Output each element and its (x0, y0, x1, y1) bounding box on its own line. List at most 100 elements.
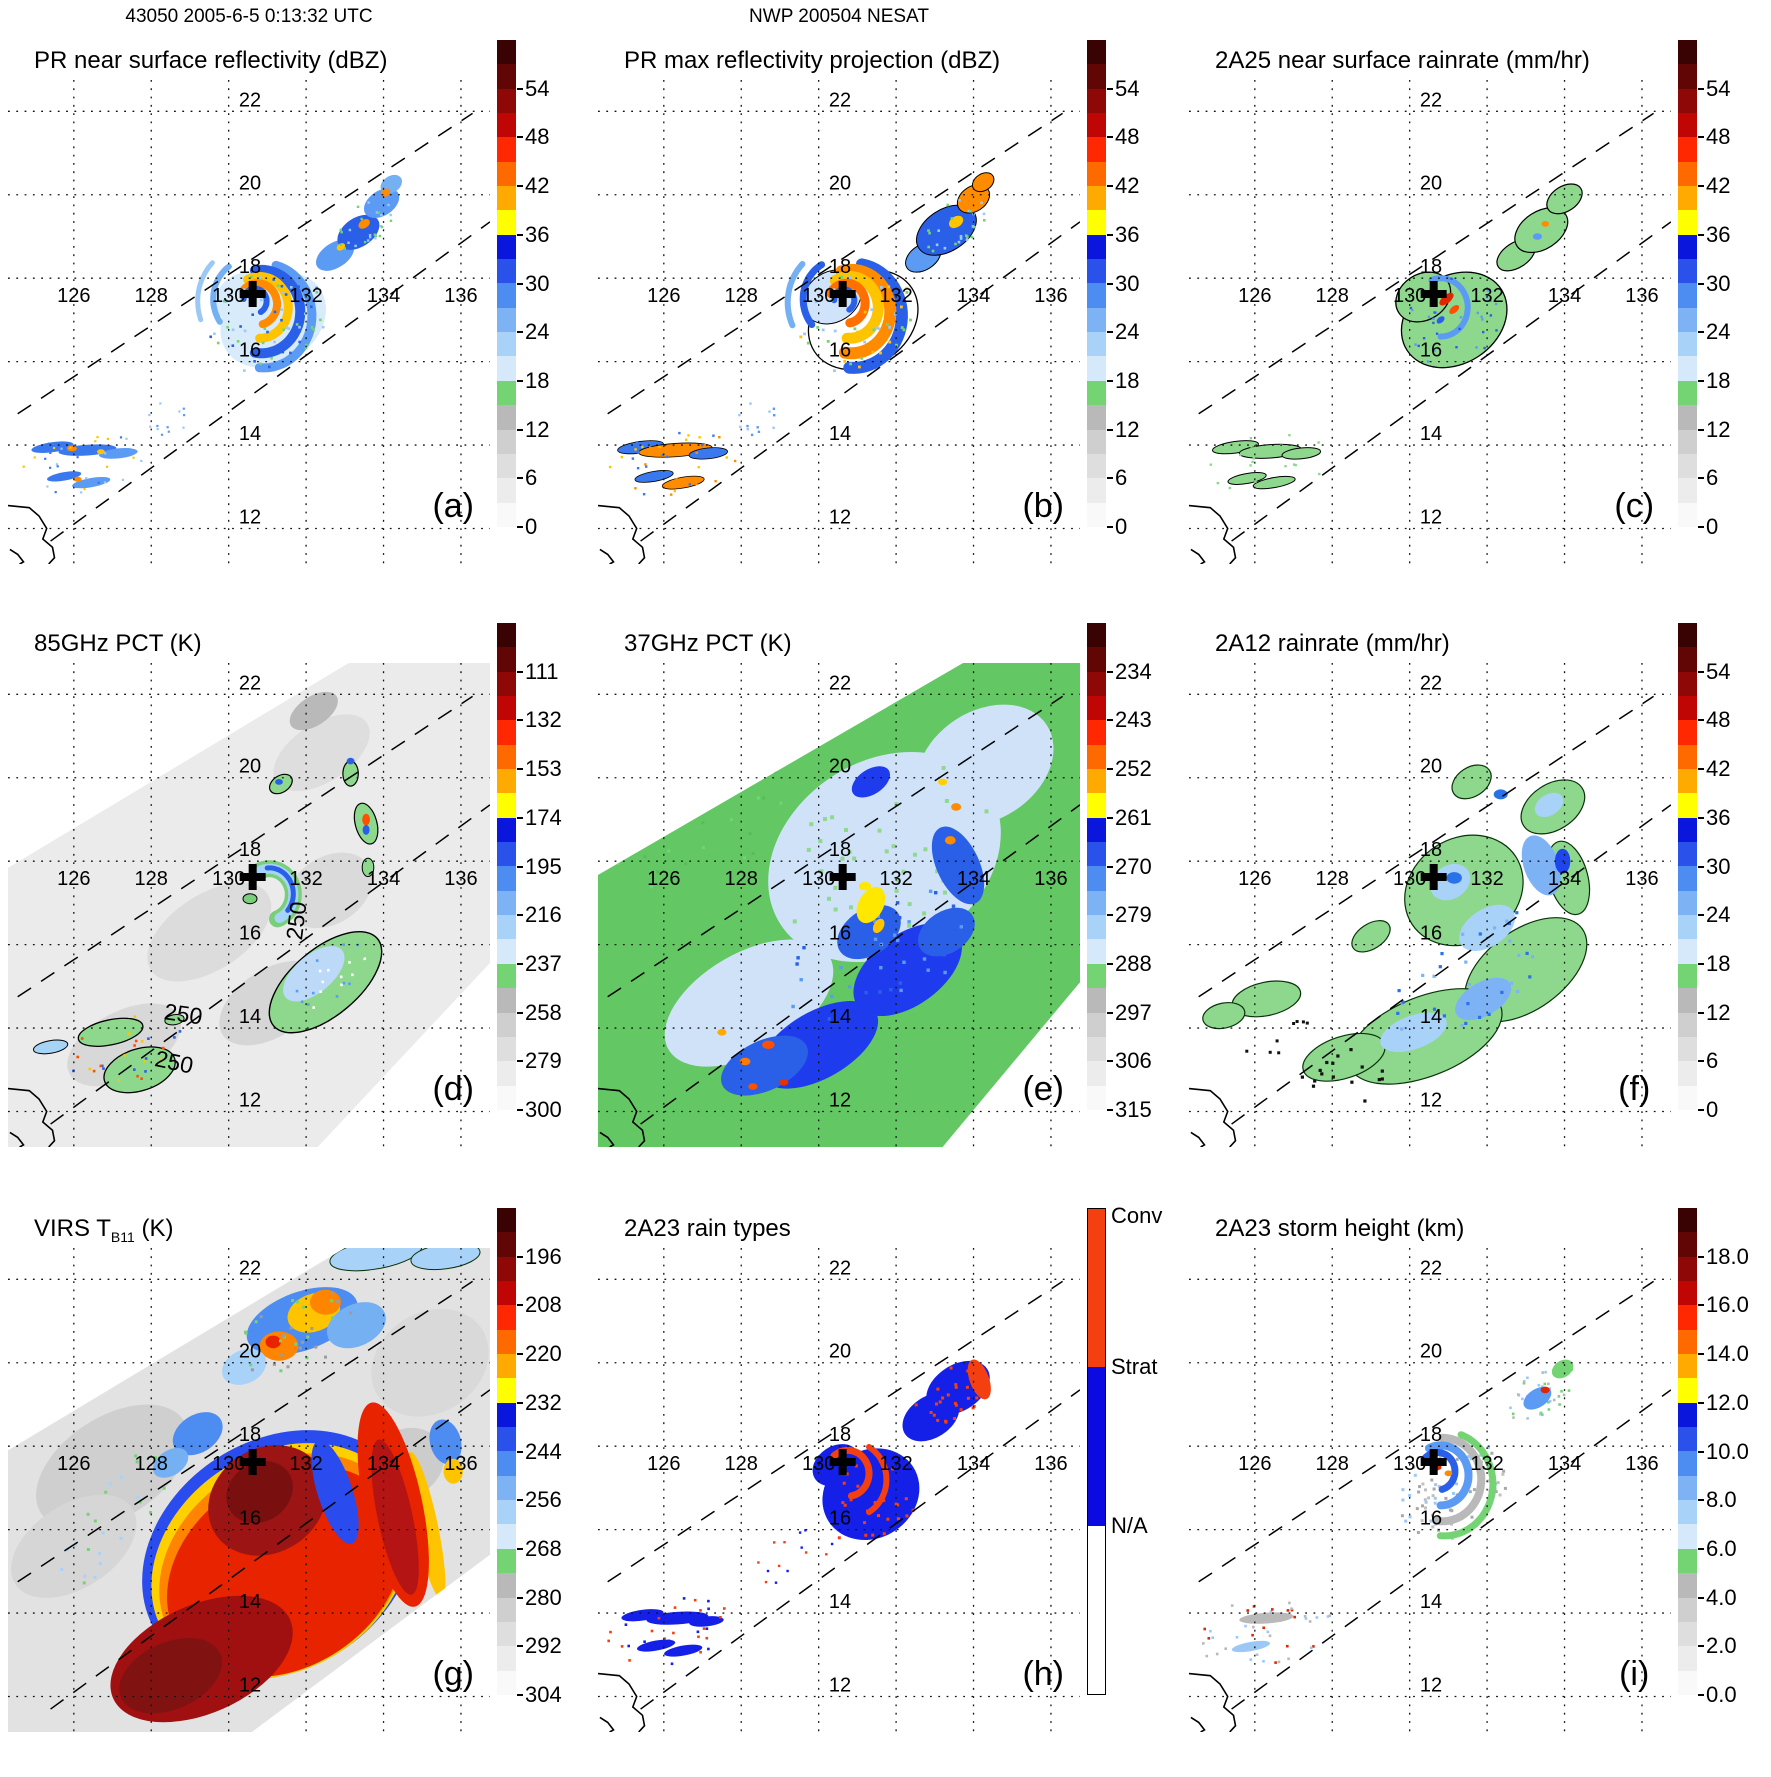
latlon-grid (598, 663, 1080, 1147)
svg-text:12: 12 (1420, 507, 1442, 529)
colorbar-tick-label: 42 (525, 173, 550, 199)
colorbar-tick (1107, 477, 1113, 480)
svg-text:136: 136 (444, 285, 477, 307)
svg-text:136: 136 (1625, 1453, 1658, 1475)
colorbar-tick (517, 136, 523, 139)
svg-text:18: 18 (829, 256, 851, 278)
colorbar-tick-label: 12 (525, 416, 550, 442)
colorbar-tick (1107, 331, 1113, 334)
colorbar-tick (1107, 185, 1113, 188)
colorbar-tick-label: 36 (1706, 804, 1731, 830)
panel-letter: (i) (1619, 1655, 1649, 1693)
svg-text:14: 14 (1420, 1006, 1442, 1028)
svg-text:132: 132 (289, 285, 322, 307)
svg-text:134: 134 (957, 868, 990, 890)
colorbar-tick (517, 768, 523, 771)
colorbar-c: 54 48 42 36 30 24 18 12 6 0 (1678, 40, 1770, 538)
axis-tick-labels: 126 128 130 132 134 136 12 14 16 18 20 22 (57, 1257, 478, 1696)
colorbar-tick-label: 42 (1706, 173, 1731, 199)
panel-letter: (g) (432, 1655, 474, 1693)
panel-c-title: 2A25 near surface rainrate (mm/hr) (1215, 47, 1590, 74)
svg-text:132: 132 (289, 868, 322, 890)
svg-text:136: 136 (1034, 1453, 1067, 1475)
svg-text:20: 20 (239, 756, 261, 778)
colorbar-tick (1698, 477, 1704, 480)
colorbar-tick (517, 1499, 523, 1502)
coastline (1189, 1087, 1237, 1147)
map-d: 126 128 130 132 134 136121416182022250250250(… (8, 663, 490, 1147)
svg-text:132: 132 (879, 868, 912, 890)
svg-text:136: 136 (1034, 285, 1067, 307)
colorbar-tick-label: 30 (1115, 270, 1140, 296)
panel-f-title: 2A12 rainrate (mm/hr) (1215, 630, 1450, 657)
pr-swath-edge-lines (1198, 1280, 1671, 1710)
map-g: 126 128 130 132 134 136 12 14 16 18 20 22 (g) (8, 1248, 490, 1732)
colorbar-tick (517, 477, 523, 480)
colorbar-tick-label: 36 (1706, 221, 1731, 247)
colorbar-tick (517, 914, 523, 917)
storm-center-cross-marker (239, 1449, 266, 1476)
storm-center-cross-marker (239, 864, 266, 891)
svg-text:128: 128 (725, 1453, 758, 1475)
pr-swath-edge-lines (1198, 112, 1671, 542)
colorbar-tick-label: 48 (525, 124, 550, 150)
svg-text:20: 20 (1420, 173, 1442, 195)
latlon-grid (8, 1248, 490, 1732)
colorbar-tick-label: 261 (1115, 804, 1152, 830)
colorbar-tick-label: 24 (1115, 319, 1140, 345)
colorbar-tick (1698, 865, 1704, 868)
storm-field (1202, 1359, 1574, 1664)
colorbar-tick (1698, 1450, 1704, 1453)
panel-i: 2A23 storm height (km) 126 128 130 132 134 13… (1181, 1193, 1771, 1777)
colorbar-tick (517, 87, 523, 90)
svg-text:16: 16 (239, 1508, 261, 1530)
colorbar-tick-label: 6 (1706, 465, 1719, 491)
colorbar-tick-label: 0 (1706, 514, 1719, 539)
svg-text:14: 14 (239, 1591, 261, 1613)
svg-text:134: 134 (1548, 868, 1581, 890)
svg-text:16: 16 (829, 340, 851, 362)
pr-swath-edge-lines (607, 1280, 1080, 1710)
svg-text:18: 18 (829, 839, 851, 861)
latlon-grid (8, 80, 490, 564)
latlon-grid (8, 663, 490, 1147)
colorbar-tick (1698, 379, 1704, 382)
colorbar-tick-label: 54 (1115, 75, 1140, 101)
svg-text:20: 20 (239, 1341, 261, 1363)
svg-text:12: 12 (1420, 1090, 1442, 1112)
coastline (598, 504, 646, 564)
svg-text:134: 134 (1548, 285, 1581, 307)
colorbar-tick-label: 30 (525, 270, 550, 296)
svg-text:130: 130 (802, 1453, 835, 1475)
colorbar-i: 18.0 16.0 14.0 12.0 10.0 8.0 6.0 4.0 2.0 0.0 (1678, 1208, 1770, 1706)
axis-tick-labels: 126 128 130 132 134 136 12 14 16 18 20 22 (647, 672, 1068, 1111)
panel-letter: (e) (1022, 1070, 1064, 1108)
colorbar-tick-label: 48 (1115, 124, 1140, 150)
svg-text:14: 14 (829, 1591, 851, 1613)
svg-text:134: 134 (367, 1453, 400, 1475)
svg-text:22: 22 (1420, 1257, 1442, 1279)
svg-text:14: 14 (1420, 1591, 1442, 1613)
svg-text:126: 126 (57, 868, 90, 890)
colorbar-bar (497, 1208, 516, 1695)
colorbar-tick (1698, 1060, 1704, 1063)
svg-text:134: 134 (957, 1453, 990, 1475)
storm-field (32, 691, 383, 1094)
colorbar-tick (1698, 816, 1704, 819)
colorbar-tick-label: 220 (525, 1341, 562, 1367)
colorbar-bar (1678, 40, 1697, 527)
panel-h-title: 2A23 rain types (624, 1215, 791, 1242)
colorbar-bar (497, 40, 516, 527)
colorbar-tick (1698, 136, 1704, 139)
colorbar-tick-label: 6.0 (1706, 1535, 1737, 1561)
svg-text:130: 130 (802, 285, 835, 307)
axis-tick-labels: 126 128 130 132 134 136 12 14 16 18 20 22 (647, 1257, 1068, 1696)
storm-field (1202, 764, 1591, 1103)
colorbar-tick (517, 1304, 523, 1307)
colorbar-tick (1107, 136, 1113, 139)
svg-text:18: 18 (239, 839, 261, 861)
colorbar-tick (1107, 87, 1113, 90)
panel-letter: (h) (1022, 1655, 1064, 1693)
colorbar-tick (1107, 914, 1113, 917)
svg-text:16: 16 (829, 1508, 851, 1530)
